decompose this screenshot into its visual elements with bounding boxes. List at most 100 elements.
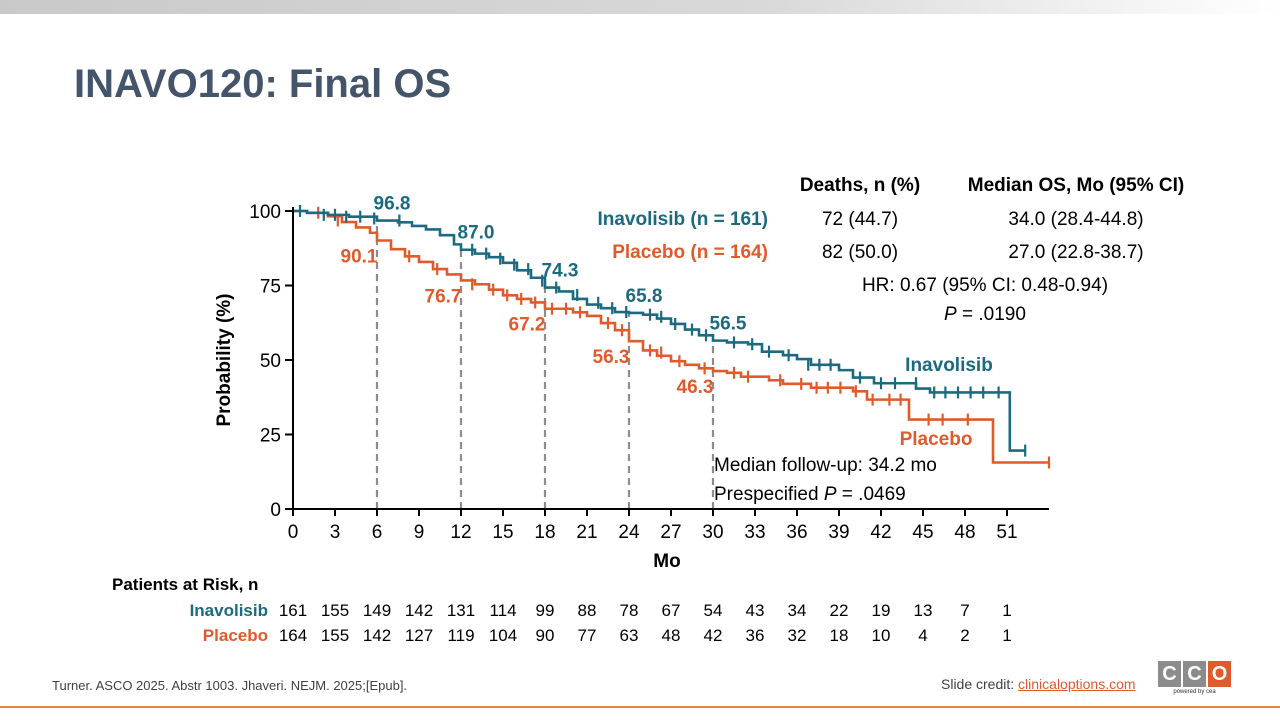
x-tick-label: 27 — [660, 522, 681, 543]
slide-credit-label: Slide credit: — [941, 676, 1019, 692]
inavolisib-landmark-label: 74.3 — [542, 261, 579, 282]
placebo-landmark-label: 46.3 — [677, 377, 714, 398]
followup-annotation: Median follow-up: 34.2 mo — [714, 455, 937, 476]
risk-inavolisib: 43 — [746, 601, 765, 620]
inavolisib-median-os: 34.0 (28.4-44.8) — [1008, 209, 1143, 230]
x-tick-label: 45 — [912, 522, 933, 543]
risk-placebo: 164 — [279, 626, 307, 645]
top-band — [0, 0, 1280, 14]
risk-placebo: 142 — [363, 626, 391, 645]
slide-credit: Slide credit: clinicaloptions.com — [941, 676, 1136, 692]
hazard-ratio: HR: 0.67 (95% CI: 0.48-0.94) — [862, 275, 1108, 296]
prespecified-p-value: = .0469 — [837, 484, 906, 505]
risk-row-label-placebo: Placebo — [203, 626, 268, 645]
cco-logo: C C O powered by cea — [1158, 661, 1231, 695]
inavolisib-landmark-label: 56.5 — [710, 314, 747, 335]
logo-letter-c1: C — [1158, 661, 1181, 687]
risk-placebo: 4 — [918, 626, 927, 645]
risk-row-label-inavolisib: Inavolisib — [190, 601, 268, 620]
credit-link[interactable]: clinicaloptions.com — [1018, 676, 1136, 692]
risk-placebo: 2 — [960, 626, 969, 645]
risk-inavolisib: 88 — [578, 601, 597, 620]
inavolisib-curve-label: Inavolisib — [905, 355, 993, 376]
risk-inavolisib: 19 — [872, 601, 891, 620]
logo-tagline: powered by cea — [1173, 689, 1216, 695]
risk-placebo: 42 — [704, 626, 723, 645]
risk-inavolisib: 142 — [405, 601, 433, 620]
risk-placebo: 32 — [788, 626, 807, 645]
x-tick-label: 0 — [288, 522, 299, 543]
risk-inavolisib: 149 — [363, 601, 391, 620]
risk-inavolisib: 54 — [704, 601, 723, 620]
risk-inavolisib: 34 — [788, 601, 807, 620]
prespecified-prefix: Prespecified — [714, 484, 824, 505]
risk-inavolisib: 131 — [447, 601, 475, 620]
risk-placebo: 104 — [489, 626, 517, 645]
y-tick-label: 75 — [260, 277, 281, 298]
x-tick-label: 21 — [576, 522, 597, 543]
placebo-landmark-label: 76.7 — [425, 286, 462, 307]
placebo-landmark-label: 56.3 — [593, 347, 630, 368]
slide-title: INAVO120: Final OS — [74, 62, 452, 106]
x-tick-label: 30 — [702, 522, 723, 543]
x-tick-label: 39 — [828, 522, 849, 543]
x-tick-label: 51 — [996, 522, 1017, 543]
median-header: Median OS, Mo (95% CI) — [968, 175, 1184, 196]
risk-placebo: 18 — [830, 626, 849, 645]
placebo-deaths: 82 (50.0) — [822, 242, 898, 263]
risk-inavolisib: 99 — [536, 601, 555, 620]
p-value: P = .0190 — [944, 304, 1026, 325]
risk-inavolisib: 1 — [1002, 601, 1011, 620]
y-axis-label: Probability (%) — [214, 293, 235, 426]
risk-placebo: 90 — [536, 626, 555, 645]
x-tick-label: 48 — [954, 522, 975, 543]
placebo-landmark-label: 67.2 — [509, 315, 546, 336]
prespecified-p-label: P — [824, 484, 837, 505]
placebo-curve — [293, 209, 1049, 464]
risk-inavolisib: 22 — [830, 601, 849, 620]
risk-placebo: 48 — [662, 626, 681, 645]
inavolisib-deaths: 72 (44.7) — [822, 209, 898, 230]
risk-placebo: 1 — [1002, 626, 1011, 645]
x-tick-label: 42 — [870, 522, 891, 543]
risk-placebo: 63 — [620, 626, 639, 645]
x-tick-label: 33 — [744, 522, 765, 543]
logo-letter-c2: C — [1183, 661, 1206, 687]
risk-placebo: 155 — [321, 626, 349, 645]
risk-placebo: 10 — [872, 626, 891, 645]
prespecified-annotation: Prespecified P = .0469 — [714, 484, 906, 505]
y-tick-label: 100 — [249, 202, 281, 223]
risk-placebo: 36 — [746, 626, 765, 645]
reference-citation: Turner. ASCO 2025. Abstr 1003. Jhaveri. … — [52, 678, 408, 693]
placebo-curve-label: Placebo — [900, 429, 973, 450]
x-tick-label: 12 — [450, 522, 471, 543]
x-tick-label: 3 — [330, 522, 341, 543]
deaths-header: Deaths, n (%) — [800, 175, 920, 196]
risk-inavolisib: 155 — [321, 601, 349, 620]
inavolisib-landmark-label: 87.0 — [458, 223, 495, 244]
y-tick-label: 50 — [260, 351, 281, 372]
risk-inavolisib: 7 — [960, 601, 969, 620]
risk-placebo: 77 — [578, 626, 597, 645]
y-tick-label: 0 — [270, 500, 281, 521]
x-axis-label: Mo — [653, 551, 680, 572]
y-tick-label: 25 — [260, 426, 281, 447]
risk-inavolisib: 13 — [914, 601, 933, 620]
p-value-number: = .0190 — [957, 304, 1026, 325]
risk-inavolisib: 67 — [662, 601, 681, 620]
bottom-divider — [0, 706, 1280, 708]
inavolisib-table-label: Inavolisib (n = 161) — [597, 209, 768, 230]
risk-inavolisib: 114 — [489, 601, 516, 620]
placebo-table-label: Placebo (n = 164) — [612, 242, 768, 263]
risk-placebo: 127 — [405, 626, 433, 645]
x-tick-label: 9 — [414, 522, 425, 543]
inavolisib-curve — [293, 209, 1026, 452]
x-tick-label: 36 — [786, 522, 807, 543]
placebo-landmark-label: 90.1 — [341, 247, 378, 268]
p-value-label: P — [944, 304, 957, 325]
x-tick-label: 24 — [618, 522, 640, 543]
risk-placebo: 119 — [447, 626, 474, 645]
risk-table-title: Patients at Risk, n — [112, 575, 258, 594]
logo-letter-o: O — [1208, 661, 1231, 687]
